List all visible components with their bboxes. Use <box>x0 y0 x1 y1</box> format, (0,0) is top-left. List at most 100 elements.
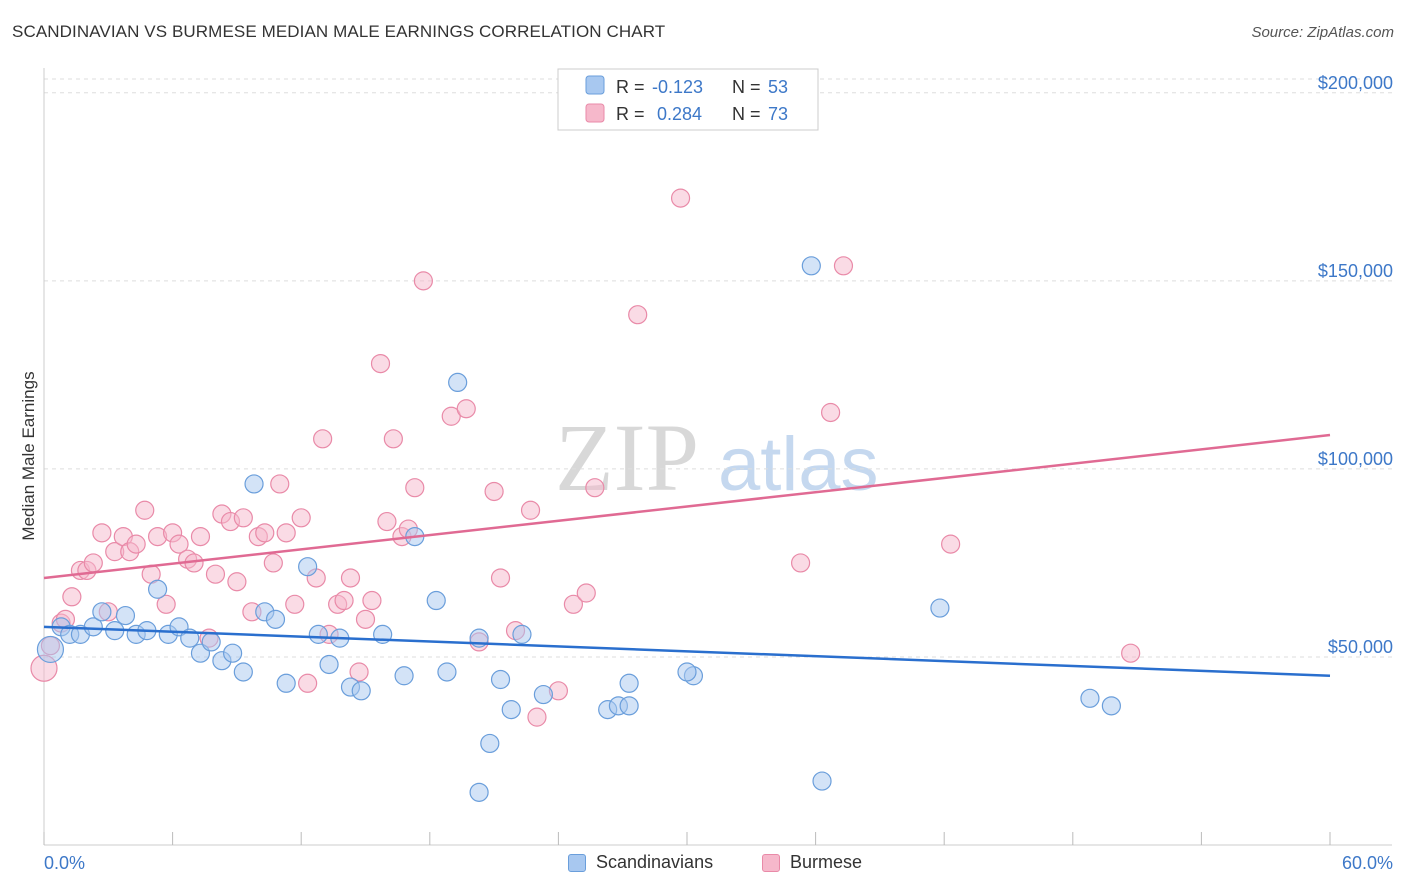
burmese-point <box>227 572 247 592</box>
scandinavians-point <box>480 733 500 754</box>
bottom-legend-burmese[interactable]: Burmese <box>762 852 862 873</box>
scandinavians-point <box>437 662 457 682</box>
y-axis-label: Median Male Earnings <box>19 371 38 540</box>
chart-title: SCANDINAVIAN VS BURMESE MEDIAN MALE EARN… <box>12 22 666 41</box>
scandinavians-point <box>233 662 253 682</box>
burmese-point <box>340 568 361 588</box>
scandinavians-point <box>448 372 468 392</box>
scandinavians-point <box>812 771 832 791</box>
burmese-trend-line <box>43 433 1331 580</box>
legend-n-value: 73 <box>768 104 788 124</box>
burmese-point <box>941 534 961 554</box>
scandinavians-point <box>351 681 371 701</box>
burmese-point <box>349 662 369 682</box>
burmese-point <box>334 590 354 611</box>
burmese-point <box>270 474 290 494</box>
burmese-point <box>276 523 296 543</box>
burmese-point <box>362 590 382 611</box>
grid-lines <box>44 78 1392 658</box>
burmese-point <box>313 429 333 449</box>
burmese-point <box>585 478 605 498</box>
scandinavians-point <box>501 700 521 720</box>
burmese-point <box>190 526 211 547</box>
legend-r-label: R = <box>616 104 645 124</box>
trend-lines <box>43 433 1331 678</box>
x-axis-ticks <box>43 832 1331 845</box>
scandinavians-point <box>223 643 243 663</box>
x-tick-label-max: 60.0% <box>1342 853 1393 873</box>
burmese-point <box>563 594 584 614</box>
legend-r-label: R = <box>616 77 645 97</box>
scandinavians-point <box>490 669 511 690</box>
y-tick-label: $200,000 <box>1318 73 1393 93</box>
burmese-point <box>370 353 391 374</box>
scandinavians-point <box>308 624 328 644</box>
y-tick-labels: $50,000 $100,000 $150,000 $200,000 <box>1318 73 1393 657</box>
scandinavians-point <box>801 256 821 276</box>
scandinavians-point <box>1101 696 1121 716</box>
burmese-point <box>135 500 155 520</box>
burmese-point <box>83 553 103 573</box>
y-tick-label: $150,000 <box>1318 261 1393 281</box>
scandinavians-point <box>469 782 489 802</box>
source-label: Source: ZipAtlas.com <box>1251 24 1394 41</box>
legend-n-label: N = <box>732 77 761 97</box>
burmese-point <box>62 587 82 607</box>
burmese-point <box>92 523 112 543</box>
scandinavians-point <box>426 590 446 611</box>
burmese-point <box>255 523 275 543</box>
watermark-atlas: atlas <box>718 422 879 507</box>
bottom-legend: Scandinavians Burmese <box>0 852 1406 878</box>
legend-swatch-scandinavians <box>585 75 605 95</box>
scandinavians-point <box>276 673 296 693</box>
scandinavians-point <box>677 662 697 682</box>
scandinavians-point <box>619 696 639 716</box>
scandinavians-point <box>512 624 532 644</box>
burmese-point <box>263 553 283 573</box>
burmese-point <box>233 508 253 528</box>
bottom-legend-label: Burmese <box>790 852 863 872</box>
burmese-point <box>484 481 504 502</box>
y-tick-label: $50,000 <box>1328 637 1393 657</box>
burmese-point <box>383 429 403 449</box>
bottom-legend-label: Scandinavians <box>596 852 714 872</box>
bottom-legend-scandinavians[interactable]: Scandinavians <box>568 852 713 873</box>
burmese-point <box>576 583 596 603</box>
scandinavians-swatch <box>568 853 586 872</box>
scandinavians-point <box>930 598 950 618</box>
burmese-point <box>413 271 433 291</box>
burmese-point <box>490 568 511 588</box>
burmese-point <box>441 406 461 426</box>
burmese-point <box>285 594 305 614</box>
burmese-point <box>821 402 841 423</box>
scandinavians-point <box>115 605 136 626</box>
y-tick-label: $100,000 <box>1318 449 1393 469</box>
burmese-point <box>169 534 189 554</box>
burmese-point <box>456 399 476 419</box>
burmese-point <box>628 305 648 325</box>
scandinavians-point <box>244 474 264 494</box>
burmese-point <box>405 478 425 498</box>
scandinavians-point <box>298 557 318 577</box>
burmese-point <box>126 534 146 554</box>
burmese-point <box>833 256 854 276</box>
burmese-points <box>30 188 1141 727</box>
scandinavians-point <box>201 632 221 652</box>
legend-swatch-burmese <box>585 103 605 123</box>
scandinavians-point <box>147 579 168 599</box>
burmese-point <box>291 508 311 528</box>
scandinavians-point <box>265 609 286 629</box>
scandinavians-point <box>1080 688 1100 708</box>
burmese-point <box>377 511 397 532</box>
burmese-point <box>355 609 376 629</box>
scandinavians-point <box>36 635 65 664</box>
burmese-point <box>156 594 176 614</box>
legend: R = -0.123 N = 53 R = 0.284 N = 73 <box>557 68 819 131</box>
burmese-point <box>670 188 691 208</box>
burmese-point <box>527 707 547 727</box>
scandinavians-point <box>83 617 103 637</box>
scandinavians-point <box>619 673 639 693</box>
legend-n-label: N = <box>732 104 761 124</box>
burmese-swatch <box>762 853 780 872</box>
